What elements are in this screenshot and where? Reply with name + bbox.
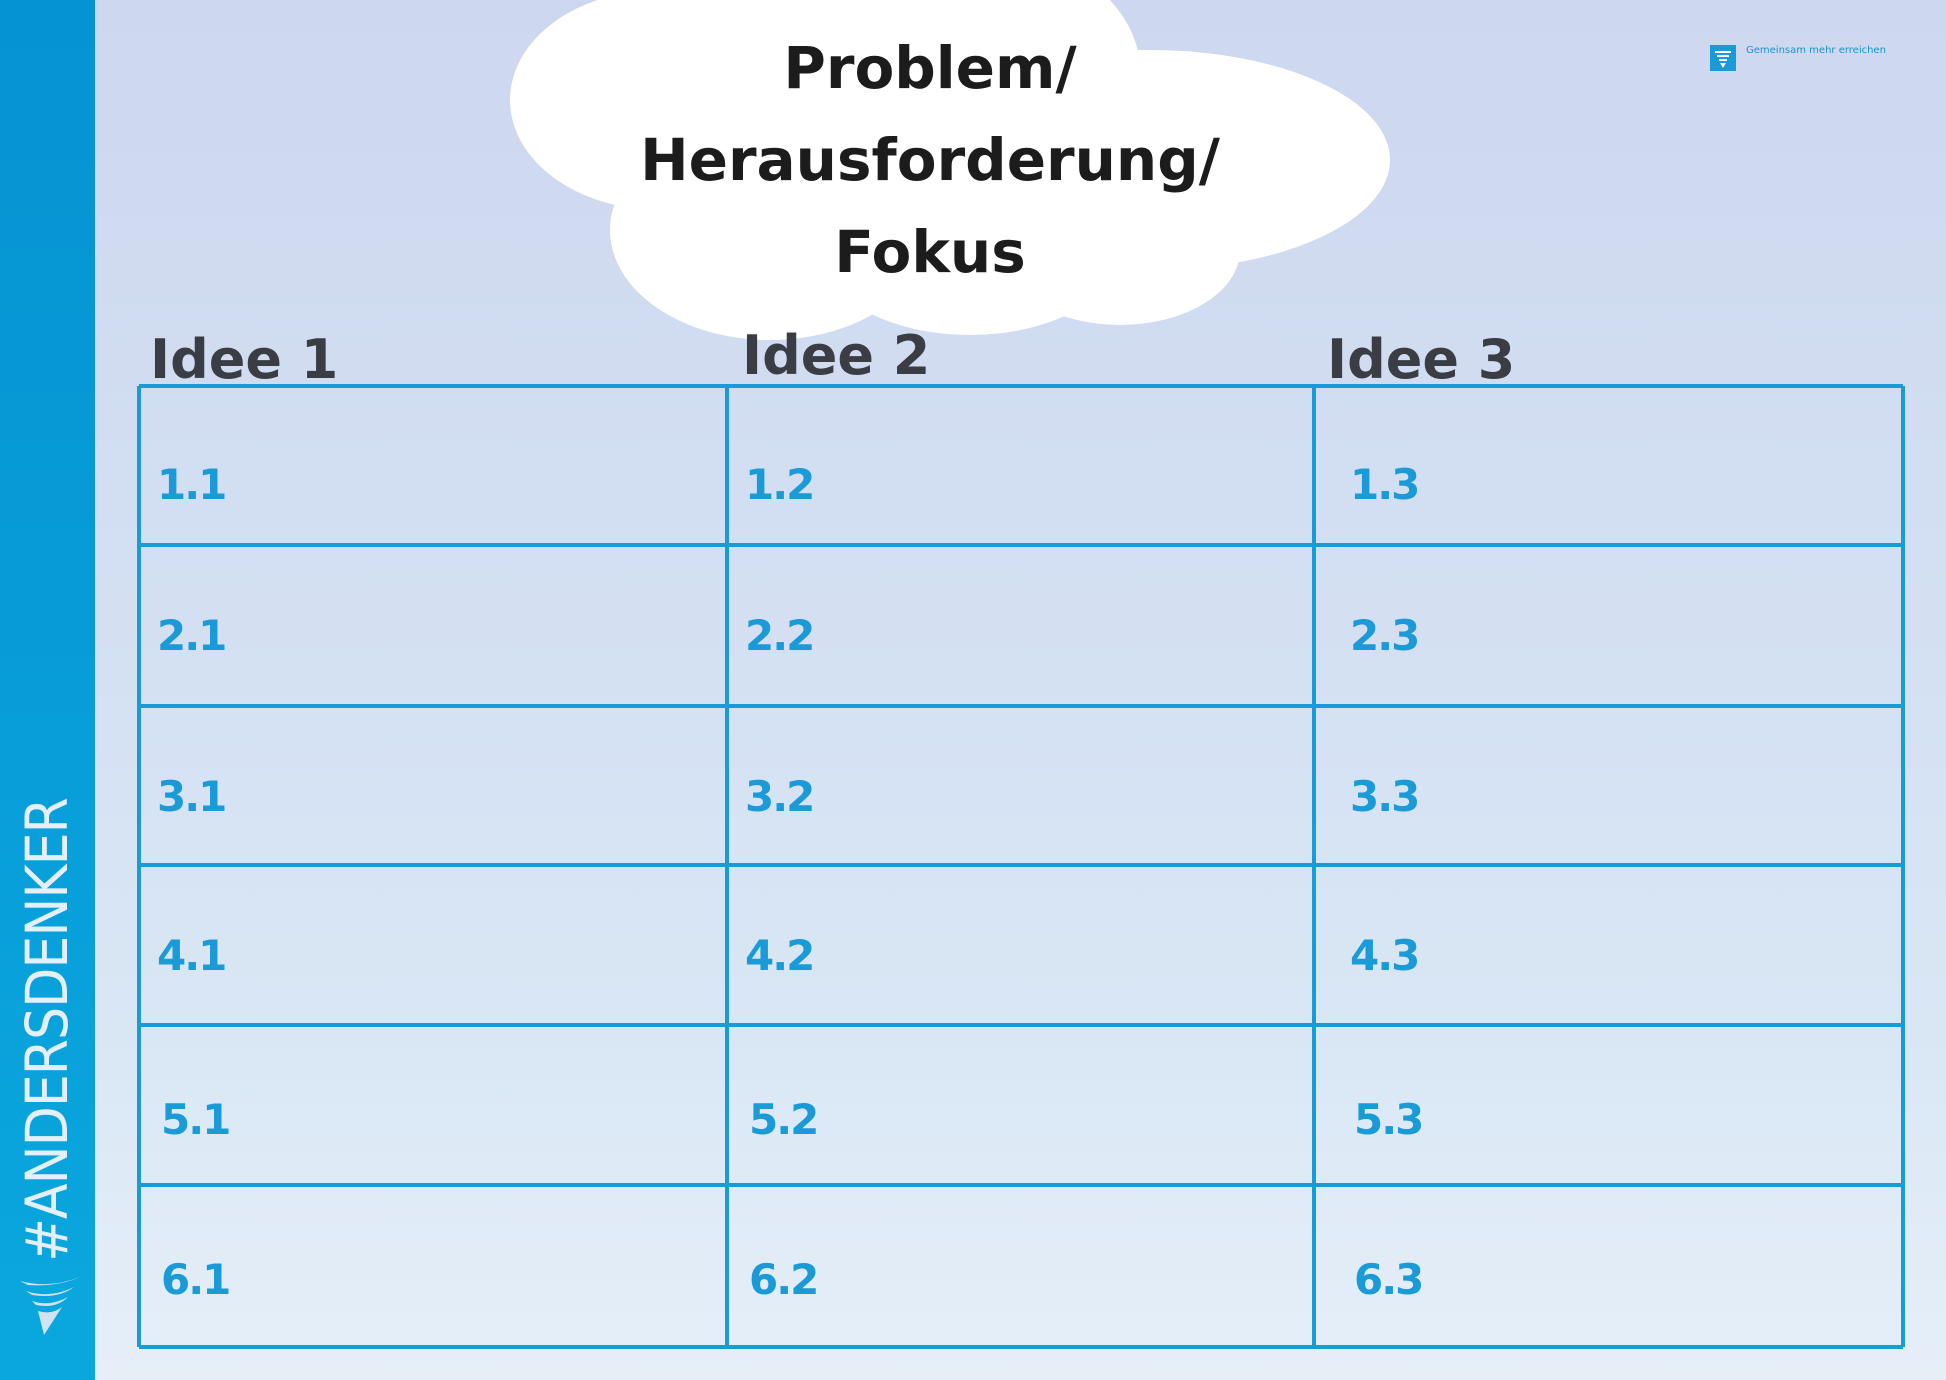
table-row-line [139, 384, 1903, 388]
table-cell[interactable]: 6.2 [749, 1255, 819, 1304]
column-header-idee-2: Idee 2 [742, 324, 931, 387]
table-cell[interactable]: 3.1 [157, 772, 227, 821]
table-row-line [139, 1183, 1903, 1187]
table-row-line [139, 543, 1903, 547]
table-row-line [139, 863, 1903, 867]
page-title: Problem/ Herausforderung/ Fokus [640, 34, 1220, 286]
column-header-idee-3: Idee 3 [1327, 328, 1516, 391]
title-cloud [510, 0, 1390, 340]
table-cell[interactable]: 5.3 [1354, 1095, 1424, 1144]
table-cell[interactable]: 2.3 [1350, 611, 1420, 660]
column-header-idee-1: Idee 1 [150, 328, 339, 391]
tornado-logo-icon [1710, 45, 1736, 71]
tornado-logo-icon [20, 1277, 80, 1335]
ideas-table: 1.1 1.2 1.3 2.1 2.2 2.3 3.1 3.2 3.3 4.1 4.2 4.3 5.1 5… [137, 384, 1905, 1349]
table-cell[interactable]: 5.2 [749, 1095, 819, 1144]
table-column-line [1901, 386, 1905, 1347]
table-cell[interactable]: 1.1 [157, 460, 227, 509]
brand-logo: Gemeinsam mehr erreichen [1710, 45, 1886, 71]
brand-tagline: Gemeinsam mehr erreichen [1746, 45, 1886, 56]
table-cell[interactable]: 6.3 [1354, 1255, 1424, 1304]
table-cell[interactable]: 4.2 [745, 931, 815, 980]
table-cell[interactable]: 2.2 [745, 611, 815, 660]
table-cell[interactable]: 2.1 [157, 611, 227, 660]
table-cell[interactable]: 1.3 [1350, 460, 1420, 509]
table-cell[interactable]: 1.2 [745, 460, 815, 509]
sidebar-brand-text: #ANDERSDENKER [13, 798, 81, 1262]
table-row-line [139, 1345, 1903, 1349]
table-cell[interactable]: 4.1 [157, 931, 227, 980]
table-cell[interactable]: 3.2 [745, 772, 815, 821]
table-row-line [139, 704, 1903, 708]
table-cell[interactable]: 4.3 [1350, 931, 1420, 980]
table-row-line [139, 1023, 1903, 1027]
sidebar: #ANDERSDENKER [0, 0, 95, 1380]
table-cell[interactable]: 3.3 [1350, 772, 1420, 821]
table-cell[interactable]: 6.1 [161, 1255, 231, 1304]
table-cell[interactable]: 5.1 [161, 1095, 231, 1144]
